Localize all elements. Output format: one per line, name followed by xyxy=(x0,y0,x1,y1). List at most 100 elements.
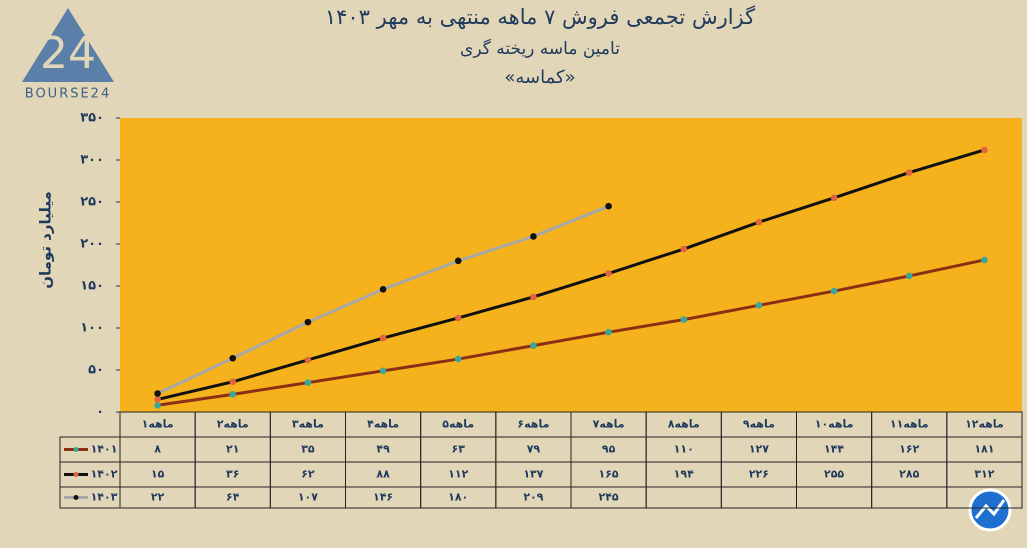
table-value: ۱۹۴ xyxy=(674,468,694,481)
table-value: ۶۳ xyxy=(452,443,466,456)
logo-triangle xyxy=(22,8,114,82)
data-point xyxy=(680,316,688,323)
table-cell xyxy=(946,486,1023,509)
legend-label: ۱۴۰۲ xyxy=(91,468,118,481)
data-point xyxy=(830,287,838,295)
data-point xyxy=(530,233,537,240)
data-point xyxy=(605,202,612,210)
x-tick-label: ۷ماهه xyxy=(593,418,625,431)
data-point xyxy=(530,293,537,301)
table-value: ۱۰۷ xyxy=(298,491,318,504)
data-point xyxy=(905,272,913,280)
table-value: ۳۶ xyxy=(226,468,239,481)
series-line xyxy=(157,258,985,407)
data-point xyxy=(830,194,838,202)
table-value: ۴۹ xyxy=(376,443,390,456)
plot-area xyxy=(120,118,1022,412)
table-value: ۷۹ xyxy=(527,443,541,456)
table-value: ۲۸۵ xyxy=(899,468,919,481)
data-point xyxy=(905,169,913,176)
data-point xyxy=(229,391,237,398)
legend-marker xyxy=(73,495,79,500)
data-point xyxy=(229,354,237,362)
y-tick-label: ۳۰۰ xyxy=(80,153,104,168)
table-value: ۱۳۷ xyxy=(523,468,543,481)
data-point xyxy=(605,270,612,277)
x-tick-label: ۹ماهه xyxy=(743,418,775,431)
data-point xyxy=(304,356,312,364)
data-point xyxy=(755,218,763,226)
corner-icon xyxy=(968,488,1012,532)
table-value: ۱۸۰ xyxy=(448,491,468,504)
table-value: ۳۱۲ xyxy=(974,468,994,481)
data-point xyxy=(530,342,537,349)
data-point xyxy=(379,367,387,375)
data-point xyxy=(454,257,462,265)
table-value: ۱۲۷ xyxy=(749,443,769,456)
x-tick-label: ۱۰ماهه xyxy=(815,418,854,431)
table-value: ۱۱۲ xyxy=(448,468,468,481)
legend-marker xyxy=(73,447,79,452)
table-value: ۶۴ xyxy=(226,491,240,504)
icon-arrow xyxy=(974,499,1006,519)
data-point xyxy=(755,302,763,309)
legend-label: ۱۴۰۳ xyxy=(91,491,118,504)
data-point xyxy=(154,401,161,409)
x-tick-label: ۱ماهه xyxy=(142,418,174,431)
table-value: ۳۵ xyxy=(301,443,315,456)
legend-label: ۱۴۰۱ xyxy=(91,443,118,456)
data-point xyxy=(379,334,387,342)
table-value: ۱۴۴ xyxy=(824,443,844,456)
table-value: ۶۲ xyxy=(301,468,315,481)
table-value: ۲۱ xyxy=(226,443,239,456)
table-value: ۲۵۵ xyxy=(824,468,844,481)
y-tick-label: ۱۰۰ xyxy=(80,321,104,336)
data-point xyxy=(304,318,312,326)
x-tick-label: ۸ماهه xyxy=(668,418,700,431)
table-value: ۱۱۰ xyxy=(674,443,694,456)
table-value: ۲۴۵ xyxy=(599,491,619,504)
table-value: ۸ xyxy=(154,443,161,456)
chart-subtitle: تامین ماسه ریخته گری xyxy=(460,38,620,59)
data-point xyxy=(154,396,161,403)
y-tick-label: ۲۰۰ xyxy=(80,237,104,252)
table-value: ۱۵ xyxy=(151,468,165,481)
table-value: ۱۶۲ xyxy=(899,443,919,456)
table-value: ۹۵ xyxy=(602,443,616,456)
data-table: ۱ماهه ۲ماهه ۳ماهه ۴ماهه ۵ماهه ۶ماهه ۷ماهه ۸ماهه… xyxy=(59,411,1023,509)
data-point xyxy=(981,256,988,264)
data-point xyxy=(229,378,237,386)
table-cell xyxy=(59,486,121,509)
y-tick-label: ۱۵۰ xyxy=(80,279,104,294)
data-point xyxy=(981,146,988,154)
x-tick-label: ۵ماهه xyxy=(442,418,474,431)
logo-mark: 24 xyxy=(40,28,96,79)
series-line xyxy=(157,148,985,401)
data-point xyxy=(454,355,462,363)
data-point xyxy=(379,286,387,293)
x-tick-label: ۶ماهه xyxy=(517,418,549,431)
logo-name: BOURSE24 xyxy=(25,87,111,102)
table-value: ۱۸۱ xyxy=(974,443,994,456)
data-point xyxy=(304,379,312,386)
data-point xyxy=(605,328,612,336)
y-tick-label: ۵۰ xyxy=(88,363,104,378)
y-tick-label: ۲۵۰ xyxy=(80,195,104,210)
legend-marker xyxy=(73,472,79,477)
data-point xyxy=(154,390,161,397)
data-point xyxy=(680,245,688,253)
company-name: «کماسه» xyxy=(504,67,575,88)
x-tick-label: ۱۱ماهه xyxy=(890,418,929,431)
y-tick-label: ۰ xyxy=(96,405,104,420)
x-tick-label: ۴ماهه xyxy=(367,418,399,431)
table-value: ۲۲۶ xyxy=(749,468,769,481)
data-point xyxy=(454,314,462,322)
y-tick-label: ۳۵۰ xyxy=(80,111,104,126)
x-tick-label: ۱۲ماهه xyxy=(965,418,1004,431)
table-value: ۸۸ xyxy=(376,468,390,481)
table-value: ۱۶۵ xyxy=(599,468,619,481)
y-axis-label: میلیارد تومان xyxy=(37,191,55,289)
x-tick-label: ۳ماهه xyxy=(292,418,324,431)
table-value: ۲۰۹ xyxy=(523,491,543,504)
